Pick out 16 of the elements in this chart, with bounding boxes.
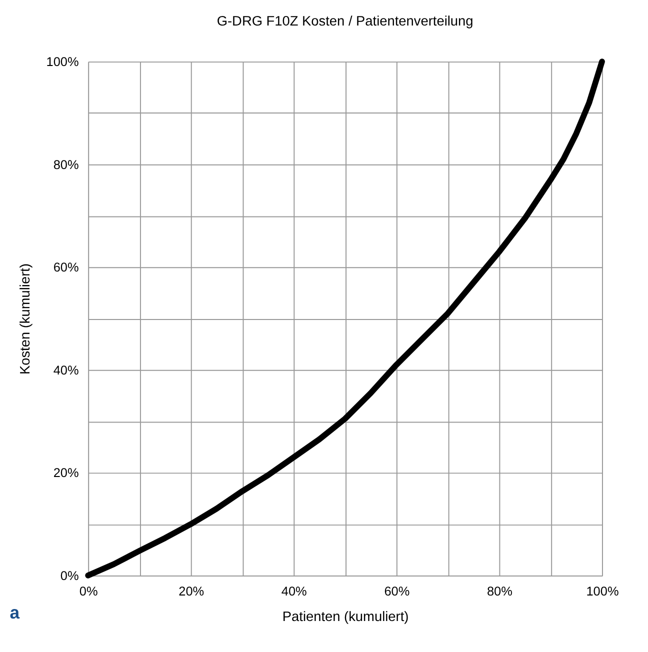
y-tick-label: 80% <box>53 156 79 172</box>
y-tick-label: 20% <box>53 465 79 480</box>
chart-title: G-DRG F10Z Kosten / Patientenverteilung <box>216 13 474 28</box>
x-axis-title: Patienten (kumuliert) <box>282 608 409 624</box>
y-tick-label: 0% <box>60 568 79 583</box>
text: a <box>10 602 20 623</box>
y-axis-title: Kosten (kumuliert) <box>18 263 33 375</box>
x-tick-label: 40% <box>281 584 307 599</box>
x-tick-label: 80% <box>486 584 512 599</box>
x-tick-label: 100% <box>586 584 619 599</box>
y-tick-label: 40% <box>53 362 79 378</box>
y-tick-label: 60% <box>53 260 79 275</box>
x-tick-label: 20% <box>178 584 204 599</box>
y-tick-label: 100% <box>46 54 79 69</box>
x-tick-label: 60% <box>384 584 410 599</box>
x-tick-label: 0% <box>79 584 98 599</box>
